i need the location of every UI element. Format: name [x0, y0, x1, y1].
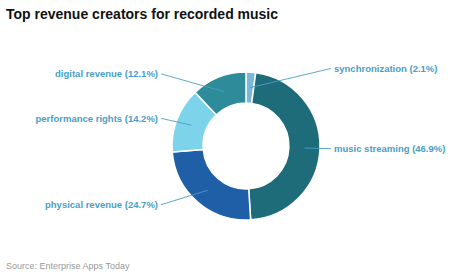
leader-line — [161, 74, 224, 92]
leader-line — [304, 148, 331, 150]
title: Top revenue creators for recorded music — [6, 6, 278, 22]
chart: Top revenue creators for recorded music S… — [0, 0, 474, 276]
donut-wedge — [195, 72, 246, 115]
wedges — [172, 72, 320, 220]
data-label: music streaming (46.9%) — [334, 143, 445, 154]
donut-wedge — [249, 73, 320, 220]
donut-wedge — [172, 150, 250, 220]
data-label: performance rights (14.2%) — [36, 113, 158, 124]
data-label: digital revenue (12.1%) — [55, 68, 158, 79]
leader-line — [250, 68, 331, 87]
background — [0, 0, 474, 276]
source-note: Source: Enterprise Apps Today — [6, 261, 130, 271]
data-label: synchronization (2.1%) — [334, 63, 437, 74]
leader-line — [161, 190, 208, 205]
labels: synchronization (2.1%) music streaming (4… — [36, 63, 446, 210]
data-label: physical revenue (24.7%) — [45, 199, 158, 210]
leader-line — [161, 118, 191, 125]
